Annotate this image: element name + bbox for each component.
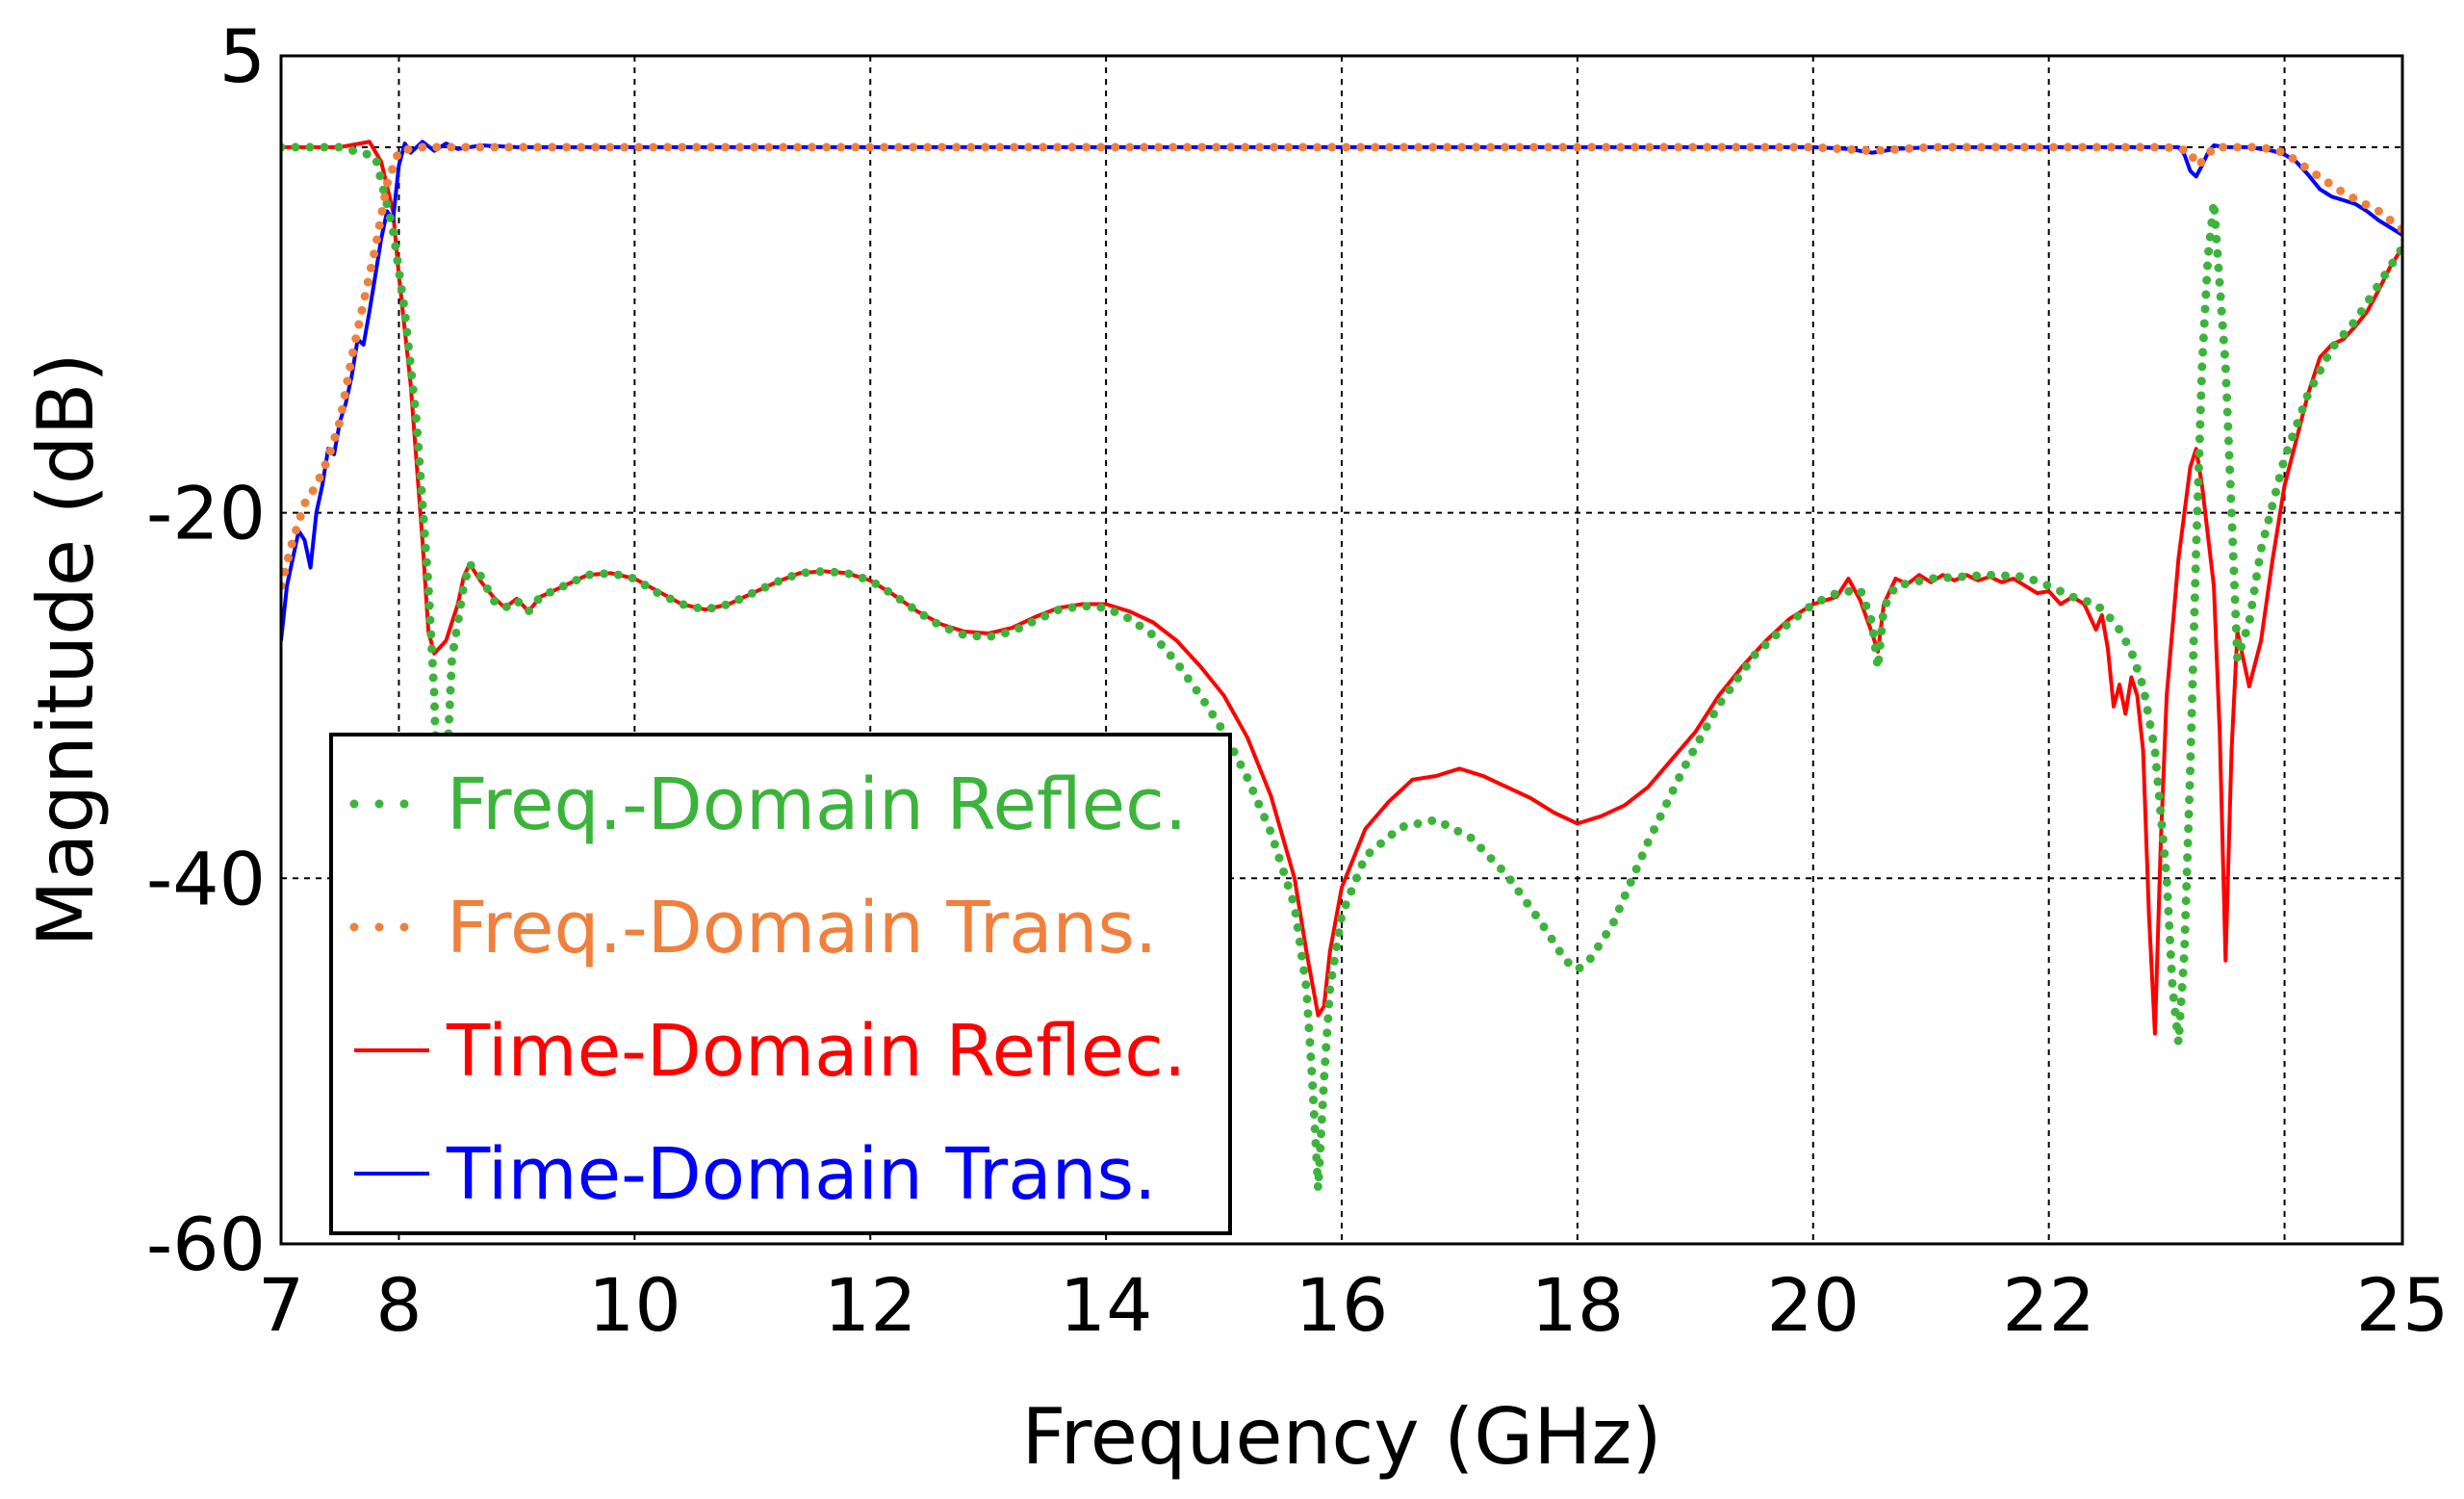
x-tick-label: 25 [2356,1262,2450,1348]
series-lines [281,140,2402,1194]
legend-label: Time-Domain Reflec. [446,1010,1186,1093]
x-tick-label: 12 [824,1262,917,1348]
x-axis-title: Frequency (GHz) [1021,1392,1661,1482]
y-tick-label: 5 [219,13,266,99]
legend-box [329,733,1232,1235]
legend-label: Freq.-Domain Trans. [447,887,1157,969]
y-tick-label: -20 [146,471,266,556]
y-tick-labels: -60 -40 -20 5 [146,13,266,1287]
x-tick-label: 8 [375,1262,422,1348]
x-tick-label: 18 [1531,1262,1625,1348]
x-tick-labels: 7 8 10 12 14 16 18 20 22 25 [258,1262,2450,1348]
x-tick-label: 7 [258,1262,304,1348]
x-tick-label: 14 [1060,1262,1153,1348]
y-tick-label: -40 [146,836,266,921]
legend-label: Time-Domain Trans. [446,1133,1157,1216]
series-line [281,142,2402,591]
legend: Freq.-Domain Reflec. Freq.-Domain Trans. T… [329,733,1232,1235]
plot-frame [279,54,2404,1246]
y-tick-label: -60 [146,1202,266,1287]
x-tick-label: 20 [1766,1262,1860,1348]
x-tick-label: 10 [588,1262,681,1348]
x-tick-label: 22 [2002,1262,2095,1348]
legend-label: Freq.-Domain Reflec. [447,763,1187,846]
series-line [281,142,2402,1194]
series-line [281,140,2402,1036]
x-tick-label: 16 [1296,1262,1389,1348]
y-axis-title: Magnitude (dB) [21,352,111,946]
